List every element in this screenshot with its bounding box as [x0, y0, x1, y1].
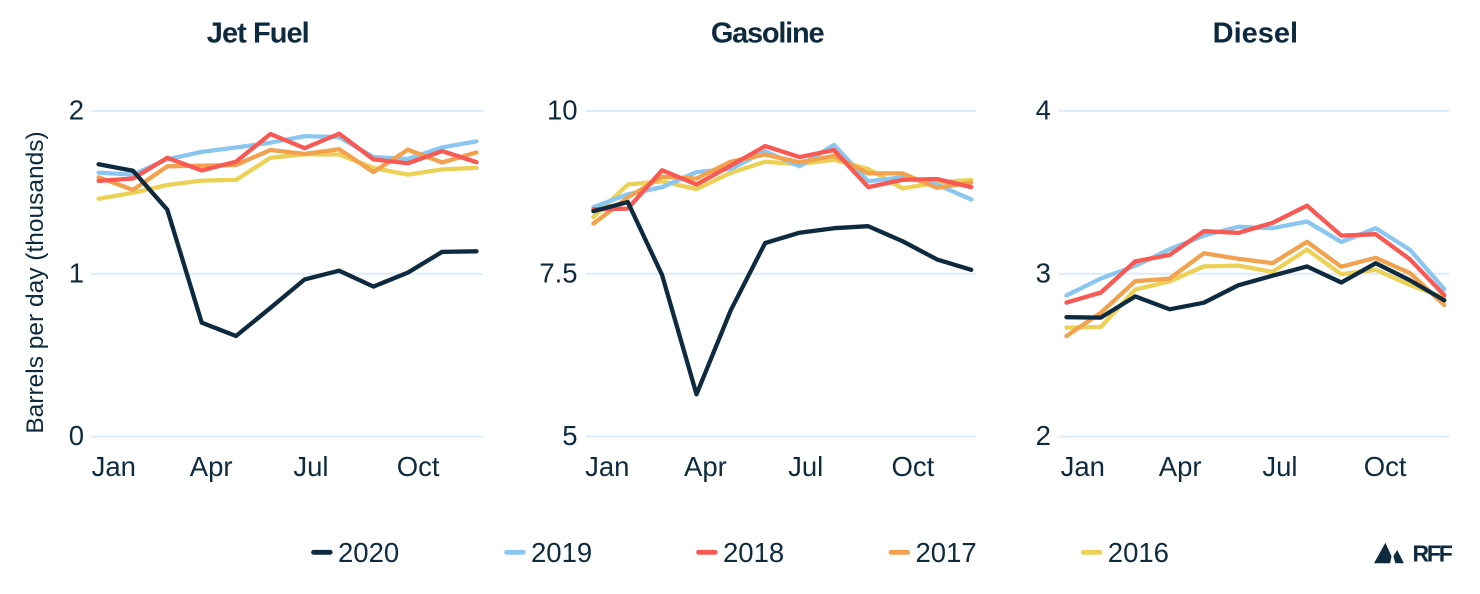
svg-text:Jan: Jan: [92, 451, 136, 482]
svg-text:2017: 2017: [916, 537, 977, 568]
svg-text:Jul: Jul: [1262, 451, 1297, 482]
svg-text:1: 1: [69, 257, 84, 288]
svg-text:2019: 2019: [531, 537, 592, 568]
svg-text:Oct: Oct: [1364, 451, 1407, 482]
svg-text:3: 3: [1036, 257, 1051, 288]
svg-text:2: 2: [1036, 420, 1051, 451]
svg-text:Oct: Oct: [397, 451, 440, 482]
svg-text:Jul: Jul: [788, 451, 823, 482]
svg-text:Jet Fuel: Jet Fuel: [207, 18, 309, 50]
svg-text:Apr: Apr: [190, 451, 233, 482]
svg-text:0: 0: [69, 420, 84, 451]
svg-text:2018: 2018: [723, 537, 784, 568]
svg-text:2016: 2016: [1108, 537, 1169, 568]
svg-text:4: 4: [1036, 95, 1051, 126]
svg-text:Oct: Oct: [892, 451, 935, 482]
svg-text:2: 2: [69, 95, 84, 126]
svg-text:10: 10: [547, 95, 578, 126]
svg-text:RFF: RFF: [1413, 541, 1453, 567]
svg-text:Apr: Apr: [684, 451, 727, 482]
svg-text:Jan: Jan: [1061, 451, 1105, 482]
svg-text:Gasoline: Gasoline: [711, 18, 825, 50]
svg-text:Apr: Apr: [1159, 451, 1202, 482]
svg-text:7.5: 7.5: [539, 257, 577, 288]
svg-text:2020: 2020: [338, 537, 399, 568]
svg-text:Barrels per day (thousands): Barrels per day (thousands): [22, 131, 49, 433]
svg-text:Jan: Jan: [585, 451, 629, 482]
svg-text:Diesel: Diesel: [1213, 18, 1298, 50]
svg-text:5: 5: [562, 420, 577, 451]
svg-text:Jul: Jul: [293, 451, 328, 482]
